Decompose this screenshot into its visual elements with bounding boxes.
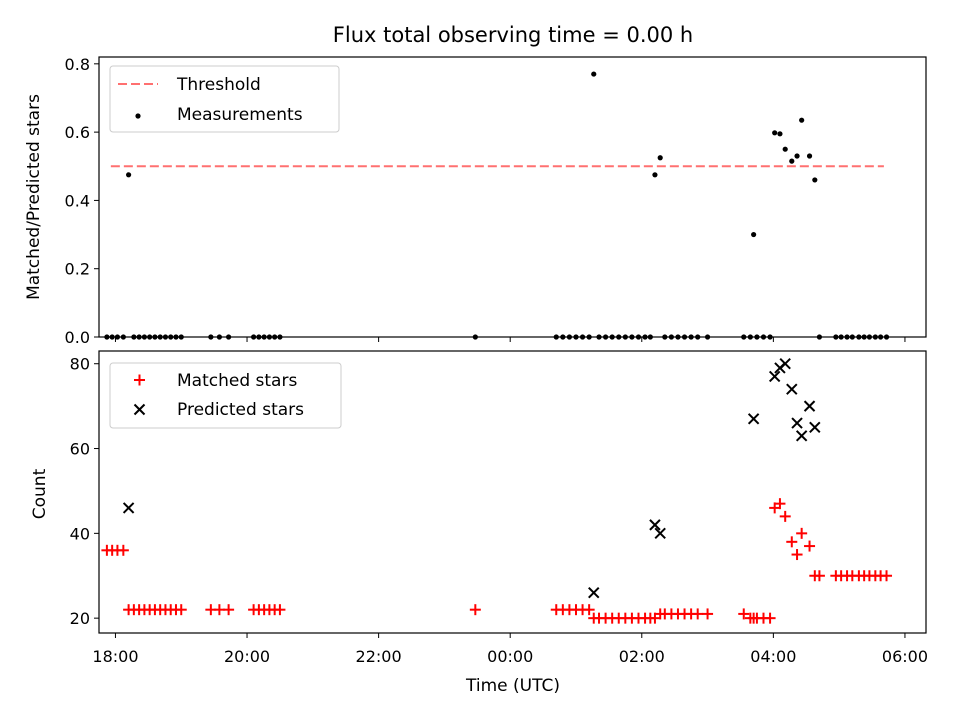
predicted-point-1 — [588, 587, 600, 599]
matched-point-58 — [779, 510, 791, 522]
x-tick-label: 04:00 — [750, 647, 796, 666]
measurements-legend-label: Measurements — [177, 105, 303, 125]
matched-point-23 — [274, 604, 286, 616]
count-legend: Matched stars Predicted stars — [109, 362, 342, 429]
measurement-point-61 — [799, 117, 805, 123]
ratio-axes-frame — [98, 56, 927, 338]
x-tick-label: 20:00 — [224, 647, 270, 666]
ratio-y-tick-label: 0.6 — [65, 123, 90, 142]
measurement-point-58 — [782, 146, 788, 152]
predicted-point-12 — [809, 421, 821, 434]
matched-legend-swatch — [134, 374, 145, 386]
predicted-point-8 — [786, 383, 798, 395]
count-y-tick-label: 40 — [70, 524, 90, 543]
measurement-point-60 — [794, 153, 800, 159]
measurement-point-41 — [652, 172, 658, 178]
matched-point-14 — [175, 604, 187, 616]
count-axes-frame — [98, 350, 927, 634]
ratio-legend: Threshold Measurements — [109, 65, 340, 133]
matched-point-30 — [583, 604, 595, 616]
matched-point-61 — [796, 527, 808, 539]
predicted-point-4 — [747, 413, 760, 425]
ratio-y-tick-label: 0.2 — [65, 260, 90, 279]
count-y-tick-label: 60 — [70, 440, 90, 459]
matched-point-64 — [813, 570, 825, 582]
chart-title: Flux total observing time = 0.00 h — [333, 23, 693, 47]
ratio-legend-box — [109, 65, 340, 133]
x-axis-label: Time (UTC) — [465, 676, 560, 696]
measurement-point-42 — [657, 155, 663, 161]
count-panel: 20 40 60 80 18:00 20:00 22:00 00:00 02:00 04:00 06… — [30, 350, 928, 696]
measurement-point-56 — [772, 130, 778, 136]
matched-point-16 — [213, 604, 225, 616]
measurement-point-57 — [777, 131, 783, 137]
measurement-point-4 — [126, 172, 132, 178]
ratio-y-tick-label: 0.0 — [65, 328, 90, 347]
predicted-point-11 — [803, 400, 816, 412]
matched-point-55 — [764, 612, 776, 624]
matched-point-50 — [738, 608, 750, 620]
predicted-point-9 — [791, 417, 803, 429]
ratio-y-tick-label: 0.4 — [65, 191, 90, 210]
predicted-point-0 — [122, 502, 135, 514]
x-tick-label: 18:00 — [92, 647, 138, 666]
predicted-point-7 — [779, 358, 791, 370]
matched-point-3 — [117, 544, 129, 556]
measurement-point-52 — [751, 231, 757, 238]
matched-point-74 — [881, 570, 893, 582]
matched-point-48 — [692, 608, 704, 620]
measurement-point-62 — [806, 153, 813, 159]
x-tick-label: 02:00 — [619, 647, 665, 666]
matched-point-59 — [786, 536, 798, 548]
ratio-y-tick-label: 0.8 — [65, 55, 90, 74]
predicted-legend-swatch — [133, 403, 146, 416]
matched-point-62 — [804, 540, 816, 552]
count-y-tick-label: 80 — [70, 355, 90, 374]
x-tick-label: 06:00 — [882, 647, 928, 666]
matched-point-49 — [702, 608, 714, 620]
matched-point-17 — [223, 604, 235, 616]
count-y-axis-label: Count — [30, 468, 50, 519]
matched-point-57 — [774, 498, 786, 510]
measurements-legend-swatch — [135, 113, 141, 119]
matched-point-60 — [791, 549, 803, 561]
predicted-point-3 — [654, 527, 666, 540]
ratio-panel: 0.00.20.40.60.8 Matched/Predicted stars … — [24, 55, 927, 347]
measurement-point-31 — [591, 71, 597, 77]
count-legend-box — [109, 362, 342, 429]
x-tick-label: 00:00 — [487, 647, 533, 666]
predicted-legend-label: Predicted stars — [177, 400, 304, 420]
matched-legend-label: Matched stars — [177, 371, 297, 391]
ratio-y-axis-label: Matched/Predicted stars — [24, 94, 44, 300]
predicted-point-5 — [768, 370, 781, 383]
x-tick-label: 22:00 — [356, 647, 402, 666]
threshold-legend-label: Threshold — [176, 75, 261, 95]
count-y-tick-label: 20 — [70, 609, 90, 628]
measurement-point-63 — [812, 177, 818, 183]
predicted-point-10 — [795, 430, 808, 442]
predicted-point-2 — [649, 519, 661, 531]
matched-point-24 — [469, 604, 481, 616]
measurement-point-59 — [789, 158, 795, 164]
